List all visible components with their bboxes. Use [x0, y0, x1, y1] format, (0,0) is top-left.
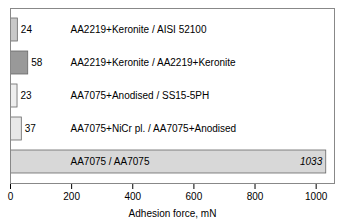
svg-text:AA7075+Anodised / SS15-5PH: AA7075+Anodised / SS15-5PH: [71, 90, 210, 101]
svg-text:200: 200: [63, 191, 80, 202]
svg-text:AA7075 / AA7075: AA7075 / AA7075: [71, 156, 150, 167]
svg-text:1000: 1000: [305, 191, 328, 202]
svg-text:600: 600: [186, 191, 203, 202]
svg-text:AA2219+Keronite / AISI 52100: AA2219+Keronite / AISI 52100: [71, 24, 207, 35]
svg-text:24: 24: [21, 24, 33, 35]
svg-text:AA2219+Keronite / AA2219+Keron: AA2219+Keronite / AA2219+Keronite: [71, 57, 237, 68]
svg-text:37: 37: [25, 123, 37, 134]
svg-text:400: 400: [124, 191, 141, 202]
svg-text:23: 23: [21, 90, 33, 101]
svg-text:AA7075+NiCr pl. / AA7075+Anodi: AA7075+NiCr pl. / AA7075+Anodised: [71, 123, 237, 134]
svg-text:1033: 1033: [300, 156, 323, 167]
svg-text:58: 58: [31, 57, 43, 68]
svg-text:800: 800: [247, 191, 264, 202]
svg-text:Adhesion force, mN: Adhesion force, mN: [129, 208, 217, 219]
svg-text:0: 0: [8, 191, 14, 202]
